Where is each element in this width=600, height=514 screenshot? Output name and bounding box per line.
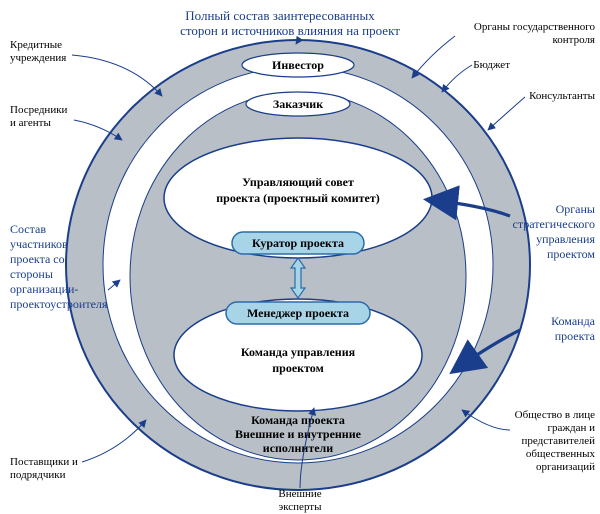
strat-l2: стратегического: [513, 217, 595, 231]
strat-l1: Органы: [556, 202, 595, 216]
rteam-l1: Команда: [551, 314, 596, 328]
customer-label: Заказчик: [273, 97, 323, 111]
board-label-1: Управляющий совет: [242, 175, 354, 189]
team-label-2: Внешние и внутренние: [235, 427, 362, 441]
diagram-root: Инвестор Заказчик Управляющий совет прое…: [0, 0, 600, 514]
supp-l1: Поставщики и: [10, 456, 78, 468]
org-l2: участников: [10, 237, 68, 251]
org-l6: проектоустроителя: [10, 297, 108, 311]
org-l3: проекта со: [10, 252, 65, 266]
consult-label: Консультанты: [529, 90, 596, 102]
pmteam-label-1: Команда управления: [241, 345, 356, 359]
pmteam-label-2: проектом: [272, 361, 324, 375]
soc-l1: Общество в лице: [515, 409, 595, 421]
board-label-2: проекта (проектный комитет): [216, 191, 380, 205]
org-l5: организации-: [10, 282, 78, 296]
credit-l1: Кредитные: [10, 39, 62, 51]
soc-l5: организаций: [536, 461, 595, 473]
sponsor-label: Куратор проекта: [252, 236, 344, 250]
org-l1: Состав: [10, 222, 46, 236]
team-label-1: Команда проекта: [251, 413, 345, 427]
credit-l2: учреждения: [10, 52, 66, 64]
manager-label: Менеджер проекта: [247, 306, 349, 320]
team-label-3: исполнители: [263, 441, 334, 455]
diagram-title-1: Полный состав заинтересованных: [185, 8, 375, 23]
gov-l2: контроля: [552, 34, 595, 46]
soc-l2: граждан и: [548, 422, 596, 434]
experts-l2: эксперты: [279, 501, 323, 513]
org-l4: стороны: [10, 267, 53, 281]
supp-l2: подрядчики: [10, 469, 66, 481]
strat-l4: проектом: [547, 247, 595, 261]
budget-label: Бюджет: [473, 59, 510, 71]
soc-l3: представителей: [522, 435, 596, 447]
agents-l1: Посредники: [10, 104, 68, 116]
agents-l2: и агенты: [10, 117, 51, 129]
soc-l4: общественных: [526, 448, 596, 460]
investor-label: Инвестор: [272, 58, 324, 72]
diagram-title-2: сторон и источников влияния на проект: [180, 23, 400, 38]
gov-l1: Органы государственного: [474, 21, 596, 33]
experts-l1: Внешние: [278, 488, 321, 500]
rteam-l2: проекта: [555, 329, 596, 343]
strat-l3: управления: [536, 232, 595, 246]
